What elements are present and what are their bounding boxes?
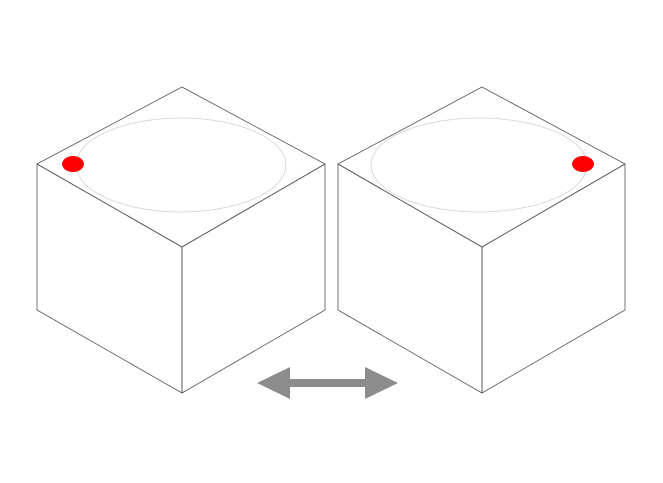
left-cube [36,86,326,394]
cube-right-face [481,163,626,394]
double-headed-arrow-icon [257,367,398,399]
red-marker-dot [62,156,84,172]
right-cube [337,86,626,394]
red-marker-dot [572,156,594,172]
cube-right-face [181,163,326,394]
